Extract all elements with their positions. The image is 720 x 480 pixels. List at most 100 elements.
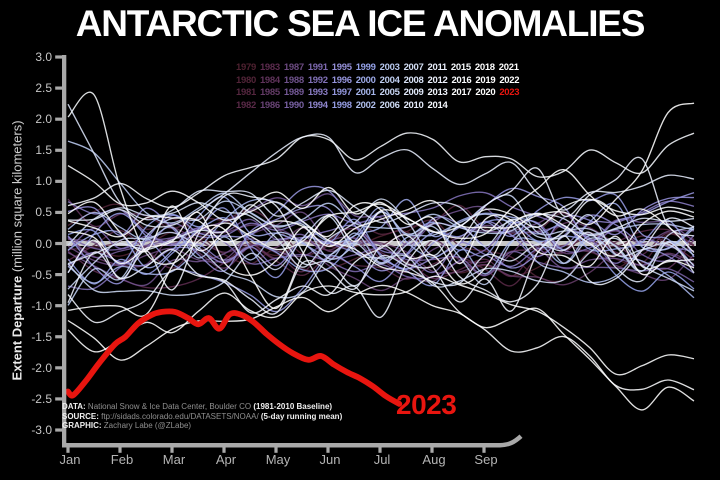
legend-year-2008: 2008	[403, 74, 424, 86]
series-line-2014	[67, 132, 695, 209]
credits-source-line: SOURCE: ftp://sidads.colorado.edu/DATASE…	[62, 412, 342, 422]
legend-year-1994: 1994	[307, 99, 328, 111]
legend-year-1998: 1998	[331, 99, 352, 111]
x-axis-tick	[378, 447, 382, 453]
legend-year-2017: 2017	[451, 87, 472, 99]
x-axis-tick	[118, 447, 122, 453]
credits-source-text: ftp://sidads.colorado.edu/DATASETS/NOAA/	[98, 411, 261, 421]
legend-row-4: 1982 1986 1990 1994 1998 2002 2006 2010 2014	[236, 100, 519, 113]
y-axis-tick	[55, 210, 63, 215]
series-line-1982	[67, 228, 695, 287]
series-line-2013	[67, 198, 695, 324]
series-line-2009	[67, 204, 695, 287]
y-axis-tick	[55, 241, 63, 246]
y-axis-tick	[55, 179, 63, 183]
x-axis-tick	[482, 447, 486, 453]
legend-year-2012: 2012	[427, 74, 448, 86]
legend-year-2015: 2015	[450, 62, 471, 73]
y-tick-label: -2.0	[31, 360, 52, 375]
series-line-2020	[67, 102, 695, 248]
y-tick-label: 3.0	[35, 50, 52, 64]
y-axis-tick	[55, 366, 63, 370]
series-line-2006	[67, 215, 695, 296]
legend-year-1982: 1982	[236, 99, 256, 111]
y-axis-tick	[55, 304, 63, 308]
legend-year-1995: 1995	[331, 62, 352, 73]
legend-year-2009: 2009	[403, 87, 424, 99]
legend-row-2: 1980 1984 1988 1992 1996 2000 2004 2008 2012 2016…	[236, 74, 520, 88]
legend-year-1979: 1979	[236, 62, 256, 73]
y-axis-tick	[55, 397, 63, 401]
legend-year-2016: 2016	[451, 74, 472, 86]
credits-graphic-line: GRAPHIC: Zachary Labe (@ZLabe)	[62, 421, 342, 431]
x-tick-label-aug: Aug	[422, 452, 446, 467]
x-axis-tick	[66, 447, 70, 453]
legend-year-2004: 2004	[379, 74, 400, 86]
x-tick-label-feb: Feb	[110, 452, 134, 467]
y-axis-tick	[55, 428, 63, 432]
series-line-2010	[67, 133, 695, 228]
series-line-2016	[67, 165, 695, 391]
x-tick-label-jun: Jun	[319, 452, 341, 467]
y-tick-label: -0.5	[31, 267, 52, 282]
legend-year-1980: 1980	[236, 74, 256, 86]
x-tick-label-jul: Jul	[373, 452, 391, 467]
legend: 1979 1983 1987 1991 1995 1999 2003 2007 2011 2015…	[236, 62, 520, 113]
x-axis-tick	[430, 447, 434, 453]
legend-year-2003: 2003	[379, 62, 400, 73]
legend-year-2018: 2018	[474, 62, 495, 73]
credits-data-label: DATA:	[62, 402, 86, 411]
legend-year-1996: 1996	[331, 74, 352, 86]
legend-year-1983: 1983	[259, 62, 280, 73]
y-axis-tick	[55, 148, 63, 152]
series-line-2019	[67, 201, 695, 285]
series-line-2015	[67, 91, 695, 265]
series-line-1996	[67, 185, 695, 285]
y-tick-label: 2.5	[35, 81, 52, 96]
y-tick-label: 0.0	[35, 236, 52, 251]
y-tick-label: 0.5	[35, 205, 52, 220]
series-line-2012	[67, 192, 695, 318]
credits-graphic-text: Zachary Labe (@ZLabe)	[101, 421, 192, 431]
y-tick-label: 2.0	[35, 112, 52, 127]
x-axis-tick	[170, 447, 174, 453]
chart-title: ANTARCTIC SEA ICE ANOMALIES	[75, 3, 646, 44]
series-line-1995	[67, 196, 695, 273]
x-axis-spine	[62, 434, 523, 448]
y-tick-label: 1.5	[35, 143, 52, 158]
credits-source-mean: (5-day running mean)	[260, 411, 343, 421]
legend-year-2007: 2007	[403, 62, 424, 73]
legend-year-2011: 2011	[427, 62, 448, 73]
legend-year-2022: 2022	[499, 74, 520, 86]
x-tick-label-mar: Mar	[162, 452, 186, 467]
legend-year-1993: 1993	[307, 87, 328, 99]
legend-row-1: 1979 1983 1987 1991 1995 1999 2003 2007 2011 2015…	[236, 62, 519, 75]
x-tick-label-sep: Sep	[474, 452, 498, 467]
series-line-2021	[67, 186, 695, 276]
y-axis-tick	[55, 272, 63, 277]
y-tick-label: -1.0	[31, 298, 52, 313]
legend-year-1999: 1999	[355, 62, 376, 73]
credits-data-line: DATA: National Snow & Ice Data Center, B…	[62, 402, 342, 412]
legend-year-1987: 1987	[283, 62, 304, 73]
legend-year-1985: 1985	[259, 87, 280, 99]
x-tick-label-jan: Jan	[59, 452, 81, 467]
legend-row-3: 1981 1985 1989 1993 1997 2001 2005 2009 2013 2017…	[236, 87, 520, 100]
series-line-2003	[67, 140, 695, 236]
legend-year-1988: 1988	[283, 74, 304, 86]
x-axis-tick	[274, 447, 278, 453]
series-line-2007	[67, 198, 695, 268]
legend-year-1981: 1981	[236, 87, 256, 99]
y-tick-label: -3.0	[31, 423, 52, 438]
x-axis-tick	[326, 447, 330, 453]
series-line-1993	[67, 200, 695, 273]
legend-year-2010: 2010	[403, 99, 424, 111]
legend-year-1984: 1984	[259, 74, 280, 86]
legend-year-2021: 2021	[498, 62, 519, 73]
y-axis-tick	[55, 335, 63, 339]
y-tick-label: -2.5	[31, 391, 52, 406]
credits-graphic-label: GRAPHIC:	[62, 421, 102, 431]
legend-year-1989: 1989	[283, 87, 304, 99]
